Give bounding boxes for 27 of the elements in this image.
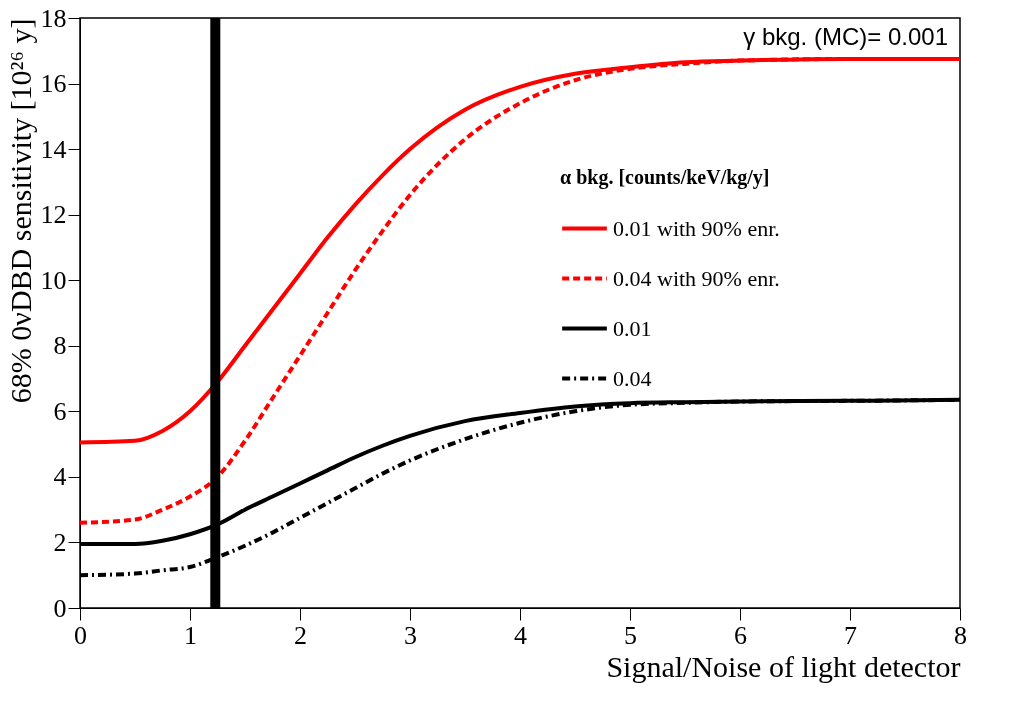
y-tick-label: 16 [40,69,67,99]
legend-title: α bkg. [counts/keV/kg/y] [560,166,770,189]
y-tick-label: 14 [40,134,67,164]
x-tick-label: 4 [514,620,527,650]
y-tick-label: 18 [40,3,67,33]
x-tick-label: 2 [294,620,307,650]
legend-label: 0.01 [613,315,652,341]
y-tick-label: 0 [53,593,67,623]
legend-label: 0.04 [613,365,652,391]
y-tick-label: 4 [53,462,67,492]
y-tick-label: 6 [53,396,67,426]
legend-label: 0.01 with 90% enr. [613,215,780,241]
y-tick-label: 12 [40,200,67,230]
x-axis-title: Signal/Noise of light detector [606,649,961,683]
legend-label: 0.04 with 90% enr. [613,265,780,291]
x-tick-label: 7 [844,620,857,650]
x-tick-label: 1 [184,620,197,650]
annotation: γ bkg. (MC)= 0.001 [743,23,948,50]
x-tick-label: 0 [74,620,87,650]
x-tick-label: 5 [624,620,637,650]
x-tick-label: 3 [404,620,417,650]
x-tick-label: 6 [734,620,747,650]
y-axis-title: 68% 0νDBD sensitivity [10²⁶ y] [3,18,37,404]
y-tick-label: 10 [40,265,67,295]
y-tick-label: 2 [53,527,67,557]
x-tick-label: 8 [954,620,967,650]
y-tick-label: 8 [53,331,67,361]
